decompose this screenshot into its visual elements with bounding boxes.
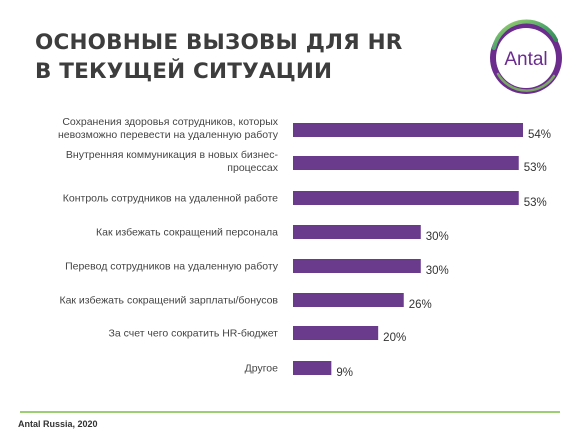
category-label-5-line-0: Как избежать сокращений зарплаты/бонусов	[59, 295, 278, 307]
category-label-3-line-0: Как избежать сокращений персонала	[96, 227, 278, 239]
value-label-5: 26%	[409, 299, 432, 311]
footer-divider	[20, 411, 560, 413]
bar-2	[293, 191, 519, 205]
category-label-6-line-0: За счет чего сократить HR-бюджет	[109, 328, 279, 340]
bar-1	[293, 156, 519, 170]
category-label-7-line-0: Другое	[245, 363, 279, 375]
value-label-3: 30%	[426, 231, 449, 243]
value-label-1: 53%	[524, 162, 547, 174]
antal-logo-ring-icon: Antal	[490, 19, 562, 94]
category-label-4-line-0: Перевод сотрудников на удаленную работу	[65, 261, 279, 273]
antal-logo: Antal	[486, 18, 566, 98]
category-label-1-line-0: Внутренняя коммуникация в новых бизнес-	[66, 149, 279, 161]
bar-4	[293, 259, 421, 273]
bar-chart: 54% Сохранения здоровья сотрудников, кото…	[58, 116, 551, 379]
title-line-1: ОСНОВНЫЕ ВЫЗОВЫ ДЛЯ HR	[35, 30, 403, 55]
bar-0	[293, 123, 523, 137]
value-label-0: 54%	[528, 129, 551, 141]
bar-5	[293, 293, 404, 307]
bar-7	[293, 361, 332, 375]
category-label-0-line-0: Сохранения здоровья сотрудников, которых	[62, 116, 278, 128]
footer-source: Antal Russia, 2020	[18, 419, 98, 429]
logo-text: Antal	[504, 49, 547, 70]
page-title: ОСНОВНЫЕ ВЫЗОВЫ ДЛЯ HR В ТЕКУЩЕЙ СИТУАЦИ…	[35, 28, 403, 86]
category-label-0-line-1: невозможно перевести на удаленную работу	[58, 129, 279, 141]
title-line-2: В ТЕКУЩЕЙ СИТУАЦИИ	[35, 59, 333, 84]
bars-layer: 54% Сохранения здоровья сотрудников, кото…	[58, 116, 551, 379]
value-label-2: 53%	[524, 197, 547, 209]
value-label-7: 9%	[336, 367, 353, 379]
value-label-6: 20%	[383, 332, 406, 344]
value-label-4: 30%	[426, 265, 449, 277]
bar-3	[293, 225, 421, 239]
category-label-2-line-0: Контроль сотрудников на удаленной работе	[63, 193, 278, 205]
category-label-1-line-1: процессах	[227, 162, 278, 174]
bar-6	[293, 326, 379, 340]
